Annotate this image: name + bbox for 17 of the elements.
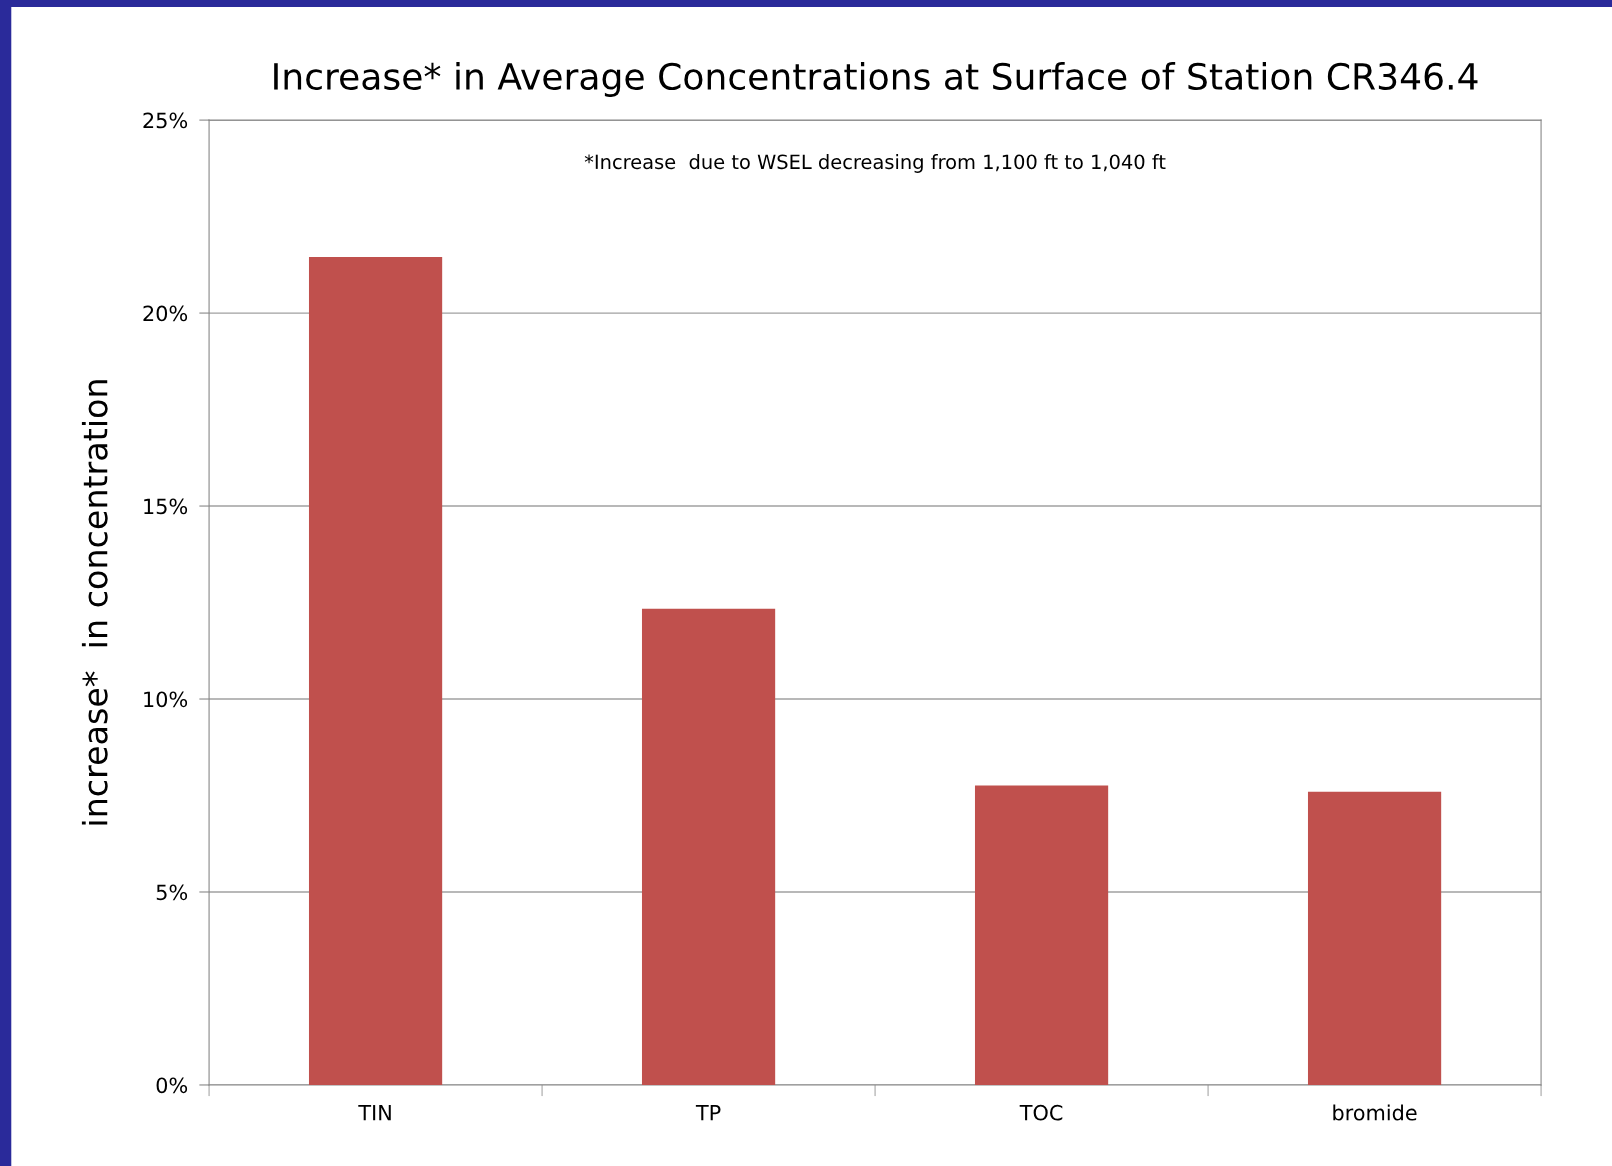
y-axis-title: increase* in concentration (81, 380, 108, 825)
x-tick-label: bromide (1333, 1104, 1417, 1121)
y-tick-label: 25% (143, 112, 188, 129)
y-tick-label: 0% (156, 1077, 188, 1094)
annotation: *Increase due to WSEL decreasing from 1,100 ft to 1,040 ft (584, 154, 1166, 173)
x-tick-label: TP (695, 1105, 721, 1121)
bar (974, 785, 1109, 1085)
chart-title: Increase* in Average Concentrations at Surface of Station CR346.4 (274, 62, 1478, 98)
y-tick-label: 15% (144, 498, 188, 515)
y-tick-label: 5% (156, 884, 188, 901)
bar (641, 608, 776, 1085)
bar (308, 257, 443, 1085)
x-tick-label: TIN (358, 1105, 391, 1121)
y-tick-label: 10% (144, 691, 188, 708)
bar (1307, 791, 1442, 1085)
x-tick-label: TOC (1019, 1104, 1063, 1121)
y-tick-label: 20% (143, 305, 188, 322)
